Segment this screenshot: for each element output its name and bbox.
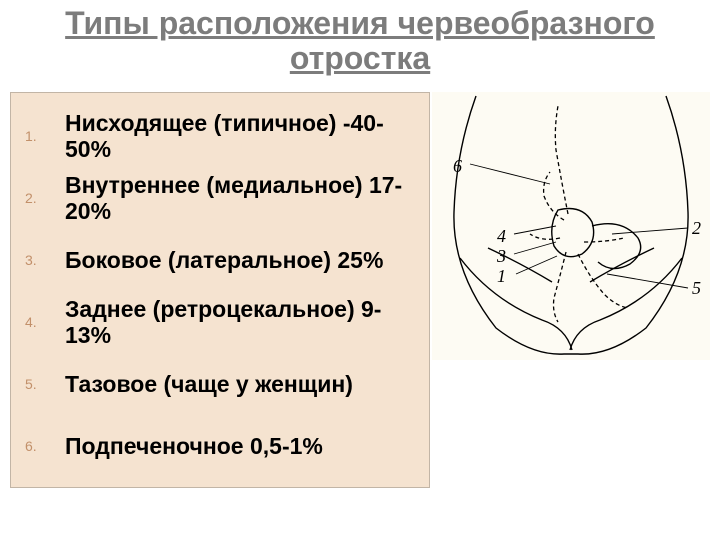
anatomy-svg: 1 2 3 4 5 6 <box>432 92 710 360</box>
figure-label-6: 6 <box>453 156 462 176</box>
slide: Типы расположения червеобразного отростк… <box>0 0 720 540</box>
list-item-text: Заднее (ретроцекальное) 9-13% <box>65 296 421 349</box>
list-item-text: Боковое (латеральное) 25% <box>65 247 383 273</box>
page-title: Типы расположения червеобразного отростк… <box>0 6 720 76</box>
list-item: Нисходящее (типичное) -40-50% <box>21 105 421 167</box>
list-item: Внутреннее (медиальное) 17-20% <box>21 167 421 229</box>
figure-label-5: 5 <box>692 278 701 298</box>
list-item: Боковое (латеральное) 25% <box>21 229 421 291</box>
list-item: Заднее (ретроцекальное) 9-13% <box>21 291 421 353</box>
list-item-text: Тазовое (чаще у женщин) <box>65 371 353 397</box>
list-item-text: Внутреннее (медиальное) 17-20% <box>65 172 421 225</box>
list-item: Подпеченочное 0,5-1% <box>21 415 421 477</box>
numbered-list: Нисходящее (типичное) -40-50% Внутреннее… <box>21 105 421 477</box>
figure-label-3: 3 <box>496 246 506 266</box>
content-panel: Нисходящее (типичное) -40-50% Внутреннее… <box>10 92 430 488</box>
list-item-text: Нисходящее (типичное) -40-50% <box>65 110 421 163</box>
anatomy-figure: 1 2 3 4 5 6 <box>432 92 710 360</box>
figure-label-1: 1 <box>497 266 506 286</box>
figure-label-2: 2 <box>692 218 701 238</box>
figure-label-4: 4 <box>497 226 506 246</box>
list-item: Тазовое (чаще у женщин) <box>21 353 421 415</box>
list-item-text: Подпеченочное 0,5-1% <box>65 433 323 459</box>
